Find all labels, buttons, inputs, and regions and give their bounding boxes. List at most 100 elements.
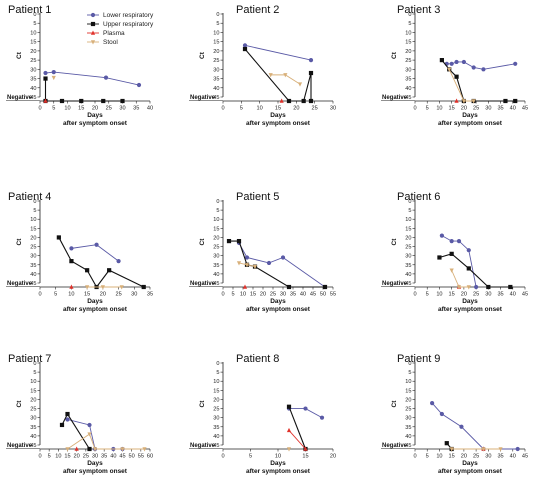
y-tick-label: 45: [213, 443, 219, 449]
data-point: [100, 285, 105, 290]
y-axis-label: Ct: [199, 400, 206, 408]
data-point: [322, 284, 328, 290]
legend-marker: [90, 40, 96, 45]
series-upper-respiratory: [56, 235, 146, 290]
x-tick-label: 0: [221, 454, 224, 460]
data-point: [103, 75, 109, 80]
y-tick-label: 0: [408, 12, 411, 18]
data-point: [459, 424, 464, 429]
series-line: [67, 419, 123, 450]
data-point: [498, 447, 503, 452]
y-tick-label: 15: [405, 226, 411, 232]
data-point: [65, 447, 70, 452]
data-point: [308, 58, 314, 63]
y-tick-label: 10: [30, 379, 36, 385]
x-axis-label-2: after symptom onset: [63, 306, 128, 313]
series-plasma: [279, 98, 284, 103]
y-tick-label: 5: [216, 370, 219, 376]
data-point: [447, 67, 452, 72]
data-point: [454, 59, 459, 65]
x-axis-label-2: after symptom onset: [246, 306, 311, 313]
x-tick-label: 15: [449, 454, 455, 460]
x-tick-label: 10: [436, 292, 442, 298]
series-line: [448, 69, 474, 102]
y-tick-label: 40: [30, 272, 36, 278]
y-tick-label: 5: [33, 21, 36, 27]
y-tick-label: 40: [213, 86, 219, 92]
y-axis-label: Ct: [199, 238, 206, 246]
data-point: [319, 415, 325, 420]
data-point: [286, 98, 292, 104]
y-tick-label: 25: [30, 407, 36, 413]
series-stool: [85, 285, 124, 290]
negative-label: Negative: [190, 95, 216, 101]
data-point: [297, 82, 303, 87]
data-point: [430, 400, 435, 406]
y-tick-label: 10: [213, 30, 219, 36]
y-tick-label: 15: [30, 226, 36, 232]
x-axis-label: Days: [270, 298, 286, 305]
x-tick-label: 10: [275, 454, 281, 460]
y-tick-label: 25: [30, 58, 36, 64]
y-axis-label: Ct: [16, 400, 23, 408]
x-axis-label-2: after symptom onset: [246, 468, 311, 475]
x-axis-label-2: after symptom onset: [438, 468, 503, 475]
x-axis-label: Days: [87, 298, 103, 305]
x-tick-label: 5: [426, 454, 429, 460]
data-point: [444, 441, 449, 446]
y-tick-label: 30: [405, 67, 411, 73]
y-tick-label: 5: [408, 208, 411, 214]
data-point: [481, 67, 486, 72]
data-point: [466, 266, 471, 271]
x-tick-label: 20: [330, 454, 336, 460]
y-tick-label: 45: [30, 95, 36, 101]
x-tick-label: 5: [240, 106, 243, 112]
y-tick-label: 25: [213, 245, 219, 251]
series-line: [288, 430, 306, 450]
x-tick-label: 15: [302, 454, 308, 460]
x-tick-label: 5: [54, 292, 57, 298]
data-point: [268, 73, 273, 78]
y-tick-label: 45: [213, 281, 219, 287]
data-point: [87, 432, 92, 437]
y-tick-label: 35: [30, 425, 36, 431]
legend-marker: [90, 12, 96, 18]
x-tick-label: 20: [461, 106, 467, 112]
x-tick-label: 30: [485, 292, 491, 298]
data-point: [456, 238, 462, 244]
data-point: [244, 263, 250, 268]
y-tick-label: 40: [30, 86, 36, 92]
data-point: [503, 98, 508, 104]
y-tick-label: 25: [213, 58, 219, 64]
y-tick-label: 0: [408, 199, 411, 205]
negative-label: Negative: [7, 95, 33, 101]
panel-title: Patient 7: [8, 353, 51, 365]
y-tick-label: 0: [216, 361, 219, 367]
y-tick-label: 30: [30, 416, 36, 422]
y-tick-label: 15: [405, 40, 411, 46]
y-tick-label: 30: [405, 416, 411, 422]
panel-title: Patient 2: [236, 4, 279, 16]
data-point: [286, 427, 292, 433]
data-point: [236, 261, 242, 266]
data-point: [65, 417, 70, 422]
y-tick-label: 35: [30, 77, 36, 83]
series-upper-respiratory: [286, 404, 308, 452]
y-tick-label: 10: [213, 379, 219, 385]
panel-title: Patient 3: [397, 4, 440, 16]
data-point: [85, 285, 90, 290]
y-tick-label: 10: [405, 217, 411, 223]
series-line: [45, 71, 140, 86]
x-tick-label: 25: [106, 106, 112, 112]
panel-title: Patient 6: [397, 191, 440, 203]
x-tick-label: 30: [92, 454, 98, 460]
y-tick-label: 20: [405, 235, 411, 241]
data-point: [439, 233, 444, 238]
legend-item: Plasma: [87, 30, 125, 37]
x-axis-label: Days: [462, 298, 478, 305]
x-tick-label: 0: [413, 106, 416, 112]
data-point: [69, 246, 74, 251]
x-tick-label: 25: [312, 106, 318, 112]
